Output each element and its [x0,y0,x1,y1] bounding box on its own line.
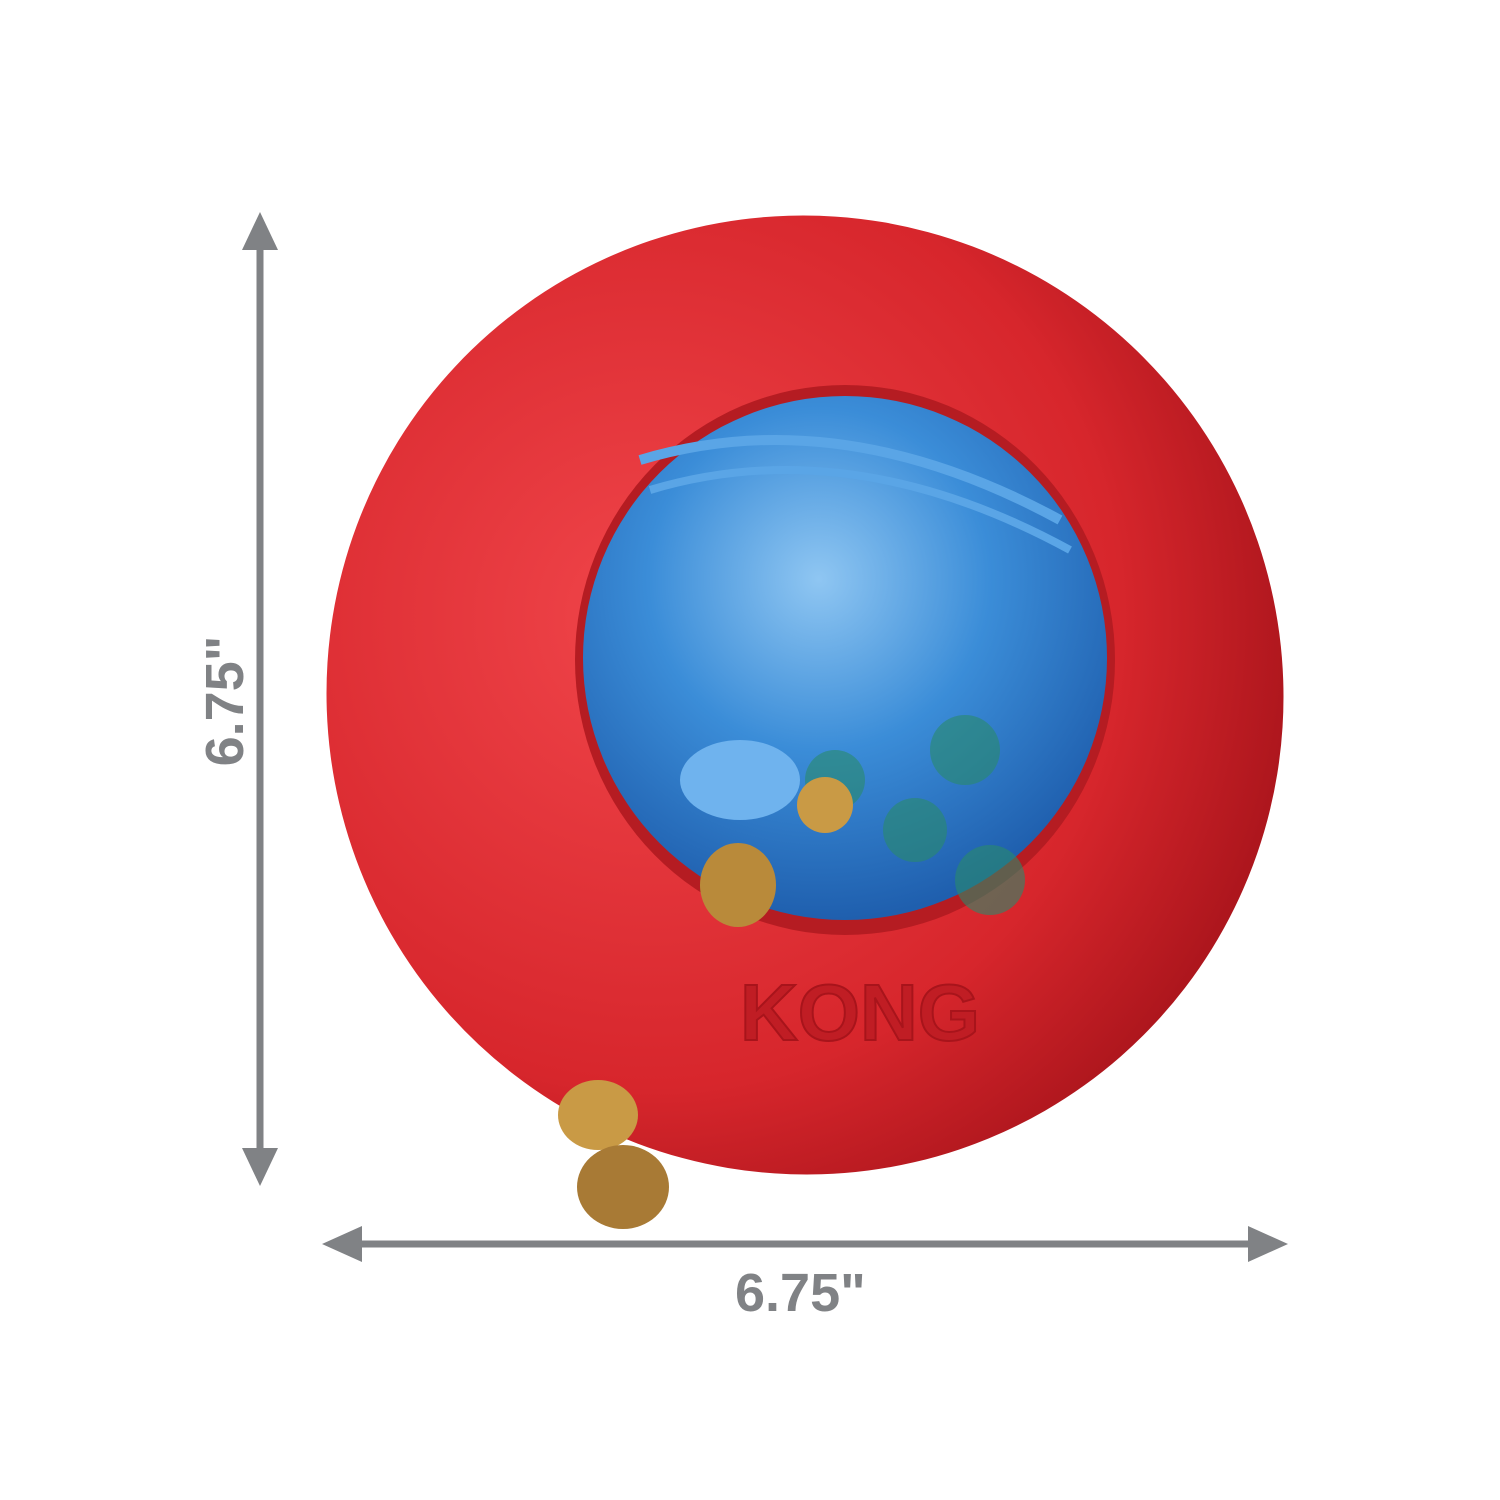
kong-logo: KONG [740,968,980,1057]
kibble [558,777,853,1229]
width-arrow [322,1226,1288,1262]
kong-toy: KONG [326,215,1284,1175]
width-label: 6.75" [735,1263,866,1323]
height-arrow [242,212,278,1186]
height-label: 6.75" [195,635,255,767]
treat-opening [680,740,800,820]
